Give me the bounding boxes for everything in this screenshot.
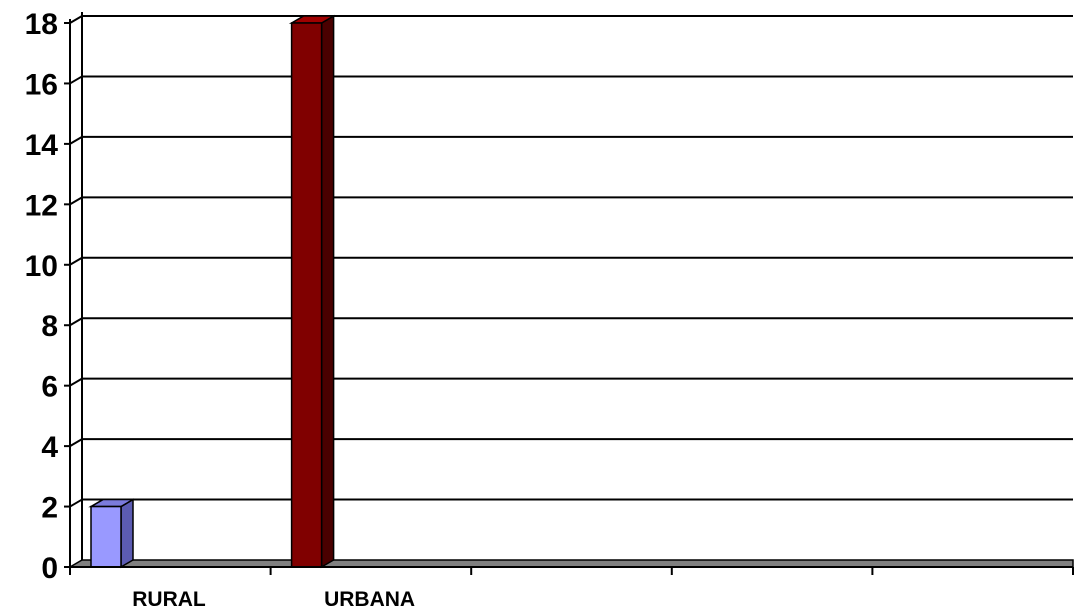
- bar-front: [90, 505, 122, 568]
- bars: [88, 14, 337, 569]
- gridline-depth: [69, 256, 83, 266]
- gridline-depth: [69, 15, 83, 24]
- gridlines: [69, 15, 1073, 508]
- bar-side: [320, 14, 335, 569]
- y-tick-label: 12: [25, 189, 58, 222]
- gridline-depth: [69, 196, 83, 206]
- x-category-label: URBANA: [324, 588, 415, 611]
- y-tick-label: 6: [41, 371, 58, 404]
- y-tick-label: 8: [41, 310, 58, 343]
- y-tick-label: 10: [25, 250, 58, 283]
- gridline-depth: [69, 317, 83, 327]
- x-category-labels: RURAL URBANA: [132, 588, 415, 611]
- y-tick-label: 18: [25, 8, 58, 41]
- bar-side: [120, 498, 134, 569]
- gridline-depth: [69, 136, 83, 145]
- axes: [64, 12, 1074, 575]
- floor-plane: [67, 559, 1074, 568]
- gridline-depth: [69, 498, 83, 508]
- y-tick-label: 0: [41, 552, 58, 585]
- gridline-depth: [69, 438, 83, 447]
- y-tick-label: 16: [25, 68, 58, 101]
- gridline-depth: [69, 75, 83, 85]
- bar-rural: [88, 498, 136, 569]
- y-tick-label: 2: [41, 492, 58, 525]
- bar-front: [290, 22, 323, 568]
- gridline-depth: [69, 377, 83, 387]
- y-tick-labels: 0 2 4 6 8 10 12 14 16 18: [25, 8, 59, 585]
- bar-urbana: [288, 14, 337, 569]
- y-tick-label: 14: [25, 129, 59, 162]
- x-category-label: RURAL: [132, 588, 206, 611]
- y-tick-label: 4: [41, 431, 58, 464]
- chart-floor: [67, 559, 1074, 568]
